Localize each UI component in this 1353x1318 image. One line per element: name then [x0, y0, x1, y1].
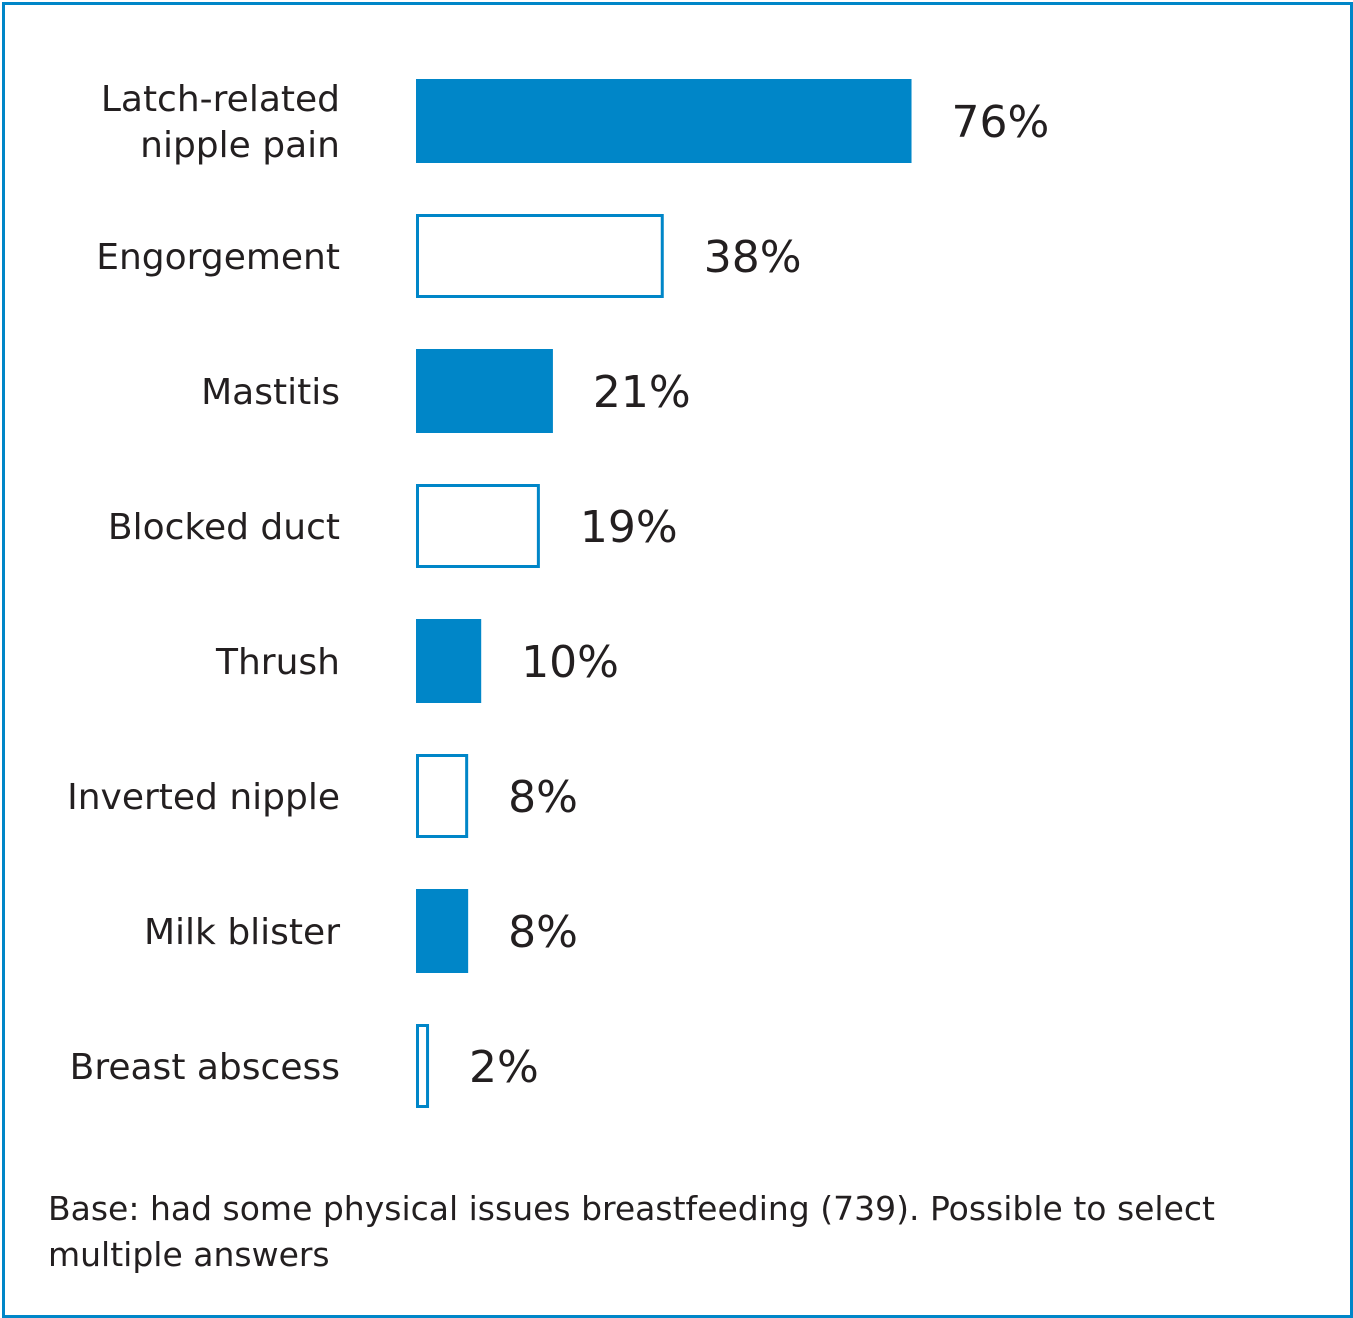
category-label: Breast abscess: [70, 1047, 340, 1088]
bar-3: [416, 484, 540, 568]
value-label: 10%: [521, 637, 619, 688]
chart-footnote: Base: had some physical issues breastfee…: [48, 1189, 1215, 1274]
category-label: Blocked duct: [108, 507, 340, 548]
category-label: Engorgement: [96, 237, 340, 278]
value-label: 8%: [508, 772, 578, 823]
bar-1: [416, 214, 664, 298]
category-label: Mastitis: [201, 372, 340, 413]
category-label: nipple pain: [140, 125, 340, 166]
bar-5: [416, 754, 469, 838]
bar-chart: 76% Latch-related nipple pain 38% Engorgemen…: [67, 79, 1050, 1108]
bar-6: [416, 889, 469, 973]
value-label: 38%: [704, 232, 802, 283]
category-label: Thrush: [215, 642, 340, 683]
value-label: 76%: [952, 97, 1050, 148]
category-label: Milk blister: [144, 912, 340, 953]
bar-4: [416, 619, 482, 703]
bar-2: [416, 349, 553, 433]
value-label: 19%: [580, 502, 678, 553]
value-label: 2%: [469, 1042, 539, 1093]
bar-0: [416, 79, 912, 163]
bar-7: [416, 1024, 430, 1108]
category-label: Inverted nipple: [67, 777, 340, 818]
value-label: 21%: [593, 367, 691, 418]
category-label: Latch-related: [101, 79, 340, 120]
value-label: 8%: [508, 907, 578, 958]
